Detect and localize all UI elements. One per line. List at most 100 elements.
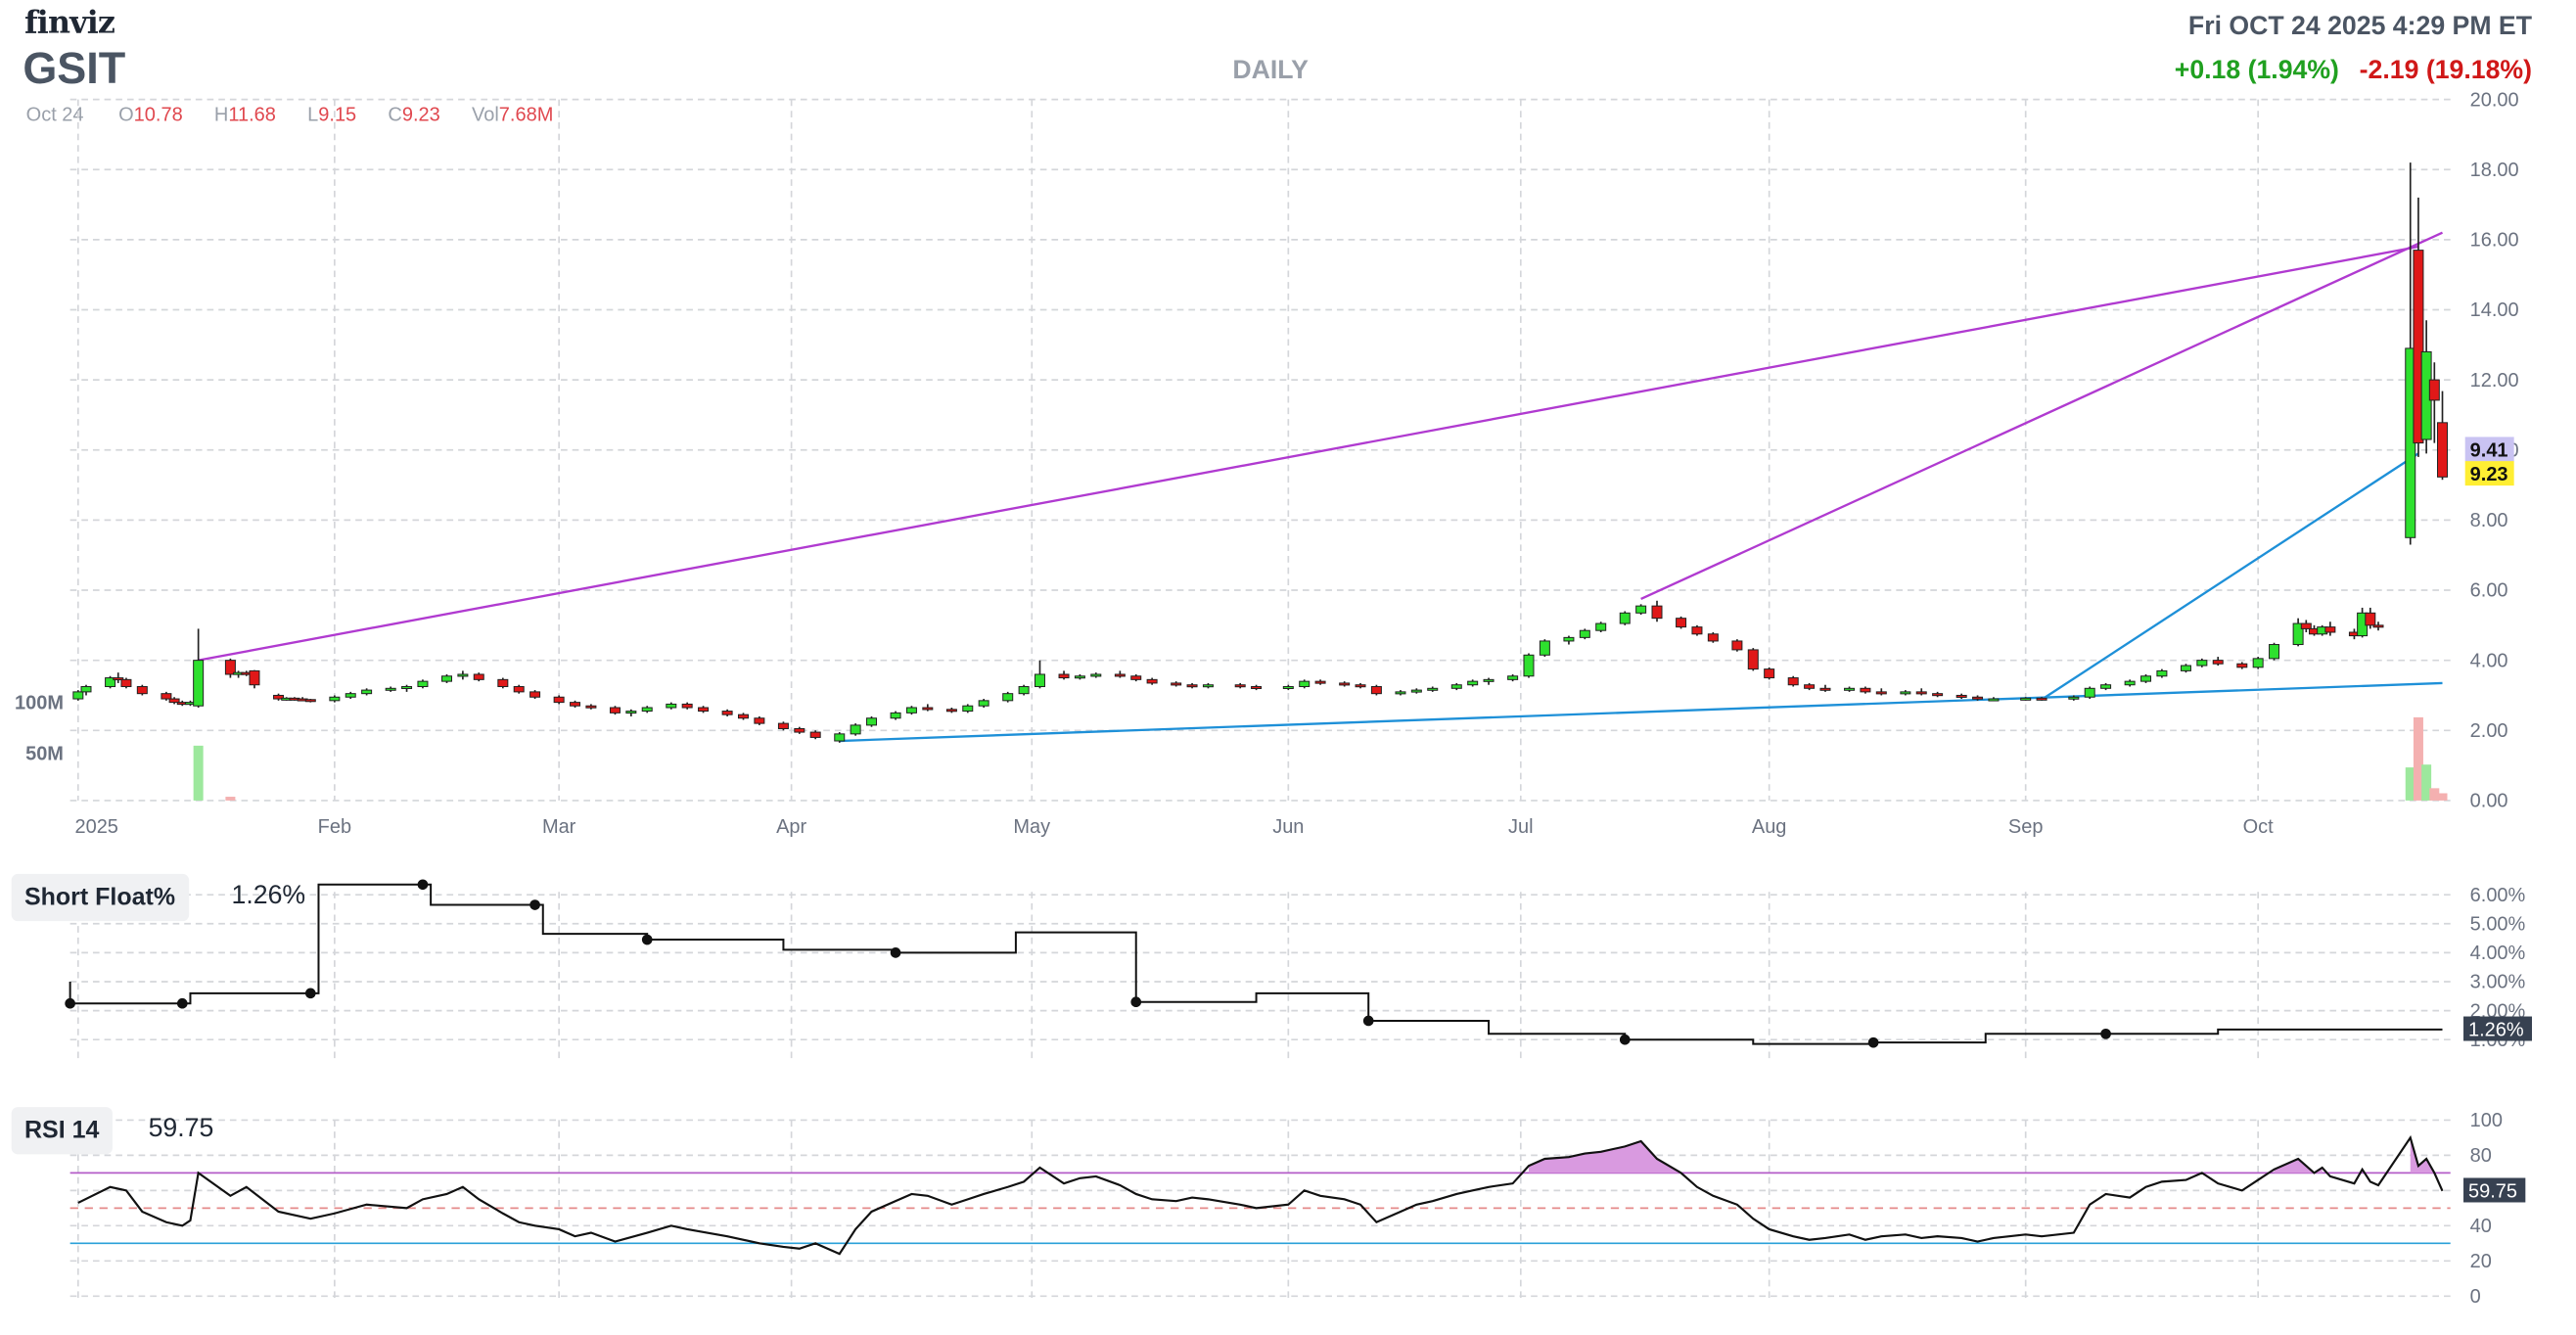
volume-label: Vol: [471, 102, 499, 126]
candle-body: [1595, 622, 1607, 631]
candle-body: [249, 669, 260, 686]
after-hours-change: +0.18 (1.94%): [2174, 57, 2339, 85]
short-float-tick-label: 3.00%: [2470, 972, 2526, 993]
short-float-tick-label: 5.00%: [2470, 913, 2526, 935]
short-float-point: [1130, 996, 1142, 1008]
candle-body: [1467, 680, 1479, 686]
volume-value: 7.68M: [498, 102, 554, 126]
candle-body: [1314, 680, 1326, 684]
candle-body: [473, 673, 484, 680]
price-label-text: 9.23: [2470, 464, 2508, 485]
candle-body: [113, 677, 124, 681]
x-tick-label: Jun: [1272, 816, 1304, 838]
candle-body: [1018, 686, 1030, 695]
candle-body: [441, 675, 452, 682]
short-float-tick-label: 6.00%: [2470, 885, 2526, 906]
short-float-point: [304, 988, 316, 999]
rsi-label[interactable]: RSI 14: [11, 1107, 113, 1155]
candle-body: [978, 700, 989, 707]
volume-bar: [2437, 793, 2448, 801]
candle-body: [1410, 689, 1422, 693]
candle-body: [1691, 626, 1703, 635]
candle-body: [721, 711, 733, 715]
candle-body: [570, 702, 581, 707]
candle-body: [777, 722, 789, 729]
price-label-text: 9.41: [2470, 439, 2508, 461]
x-axis-ticks: 2025 Feb Mar Apr May Jun Jul Aug Sep Oct: [74, 816, 2274, 838]
volume-bar: [2429, 788, 2440, 801]
candle-body: [1483, 678, 1495, 682]
candle-body: [2413, 250, 2424, 444]
volume-tick-label: 50M: [25, 743, 64, 764]
rsi-line: [77, 1134, 2444, 1256]
candle-body: [2100, 684, 2112, 689]
candle-body: [497, 678, 509, 688]
volume-bar: [193, 745, 204, 801]
candle-body: [1900, 691, 1911, 695]
price-tick-label: 14.00: [2470, 299, 2519, 321]
price-tick-label: 18.00: [2470, 160, 2519, 181]
finviz-logo[interactable]: finviz: [23, 4, 115, 41]
close-label: C: [388, 102, 402, 126]
candle-body: [922, 707, 934, 711]
candle-body: [2068, 696, 2080, 700]
quote-datetime: Fri OCT 24 2025 4:29 PM ET: [2187, 13, 2532, 41]
candle-body: [2269, 644, 2280, 660]
short-float-label[interactable]: Short Float%: [11, 873, 189, 922]
trendline: [198, 245, 2419, 662]
price-label-box: [2464, 461, 2514, 486]
high-label: H: [213, 102, 229, 126]
candle-body: [2084, 687, 2095, 698]
candle-body: [193, 660, 205, 707]
price-tick-label: 2.00: [2470, 720, 2508, 742]
volume-bar: [2405, 767, 2415, 801]
rsi-tick-label: 0: [2470, 1286, 2481, 1308]
rsi-last-label: 59.75: [2468, 1180, 2517, 1202]
candle-body: [2365, 612, 2376, 626]
candle-body: [1058, 673, 1070, 679]
open-value: 10.78: [133, 102, 183, 126]
volume-bars: [193, 716, 2448, 801]
candle-body: [2300, 622, 2312, 629]
candle-body: [1988, 698, 2000, 702]
low-label: L: [307, 102, 319, 126]
candle-body: [945, 709, 957, 713]
ohlc-readout: Oct 24 O10.78 H11.68 L9.15 C9.23 Vol7.68…: [26, 103, 579, 125]
candle-body: [2020, 697, 2032, 701]
rsi-series: 59.75: [69, 1134, 2526, 1256]
x-tick-label: Feb: [318, 816, 351, 838]
candle-body: [1427, 687, 1439, 691]
candle-body: [304, 699, 316, 703]
x-tick-label: Aug: [1752, 816, 1787, 838]
candle-body: [2428, 379, 2440, 401]
candle-body: [1860, 687, 1871, 693]
candle-body: [625, 711, 637, 714]
candle-body: [273, 694, 285, 700]
x-tick-label: 2025: [74, 816, 117, 838]
x-tick-label: Jul: [1508, 816, 1534, 838]
candle-body: [2156, 669, 2168, 677]
candle-body: [666, 703, 677, 709]
volume-tick-label: 100M: [15, 693, 64, 714]
candle-body: [866, 717, 878, 726]
open-label: O: [118, 102, 134, 126]
trendline: [2041, 452, 2419, 701]
candle-body: [2196, 660, 2208, 667]
candle-body: [1090, 673, 1102, 677]
candlesticks: [72, 162, 2449, 743]
candle-body: [1932, 693, 1944, 697]
candle-body: [1764, 668, 1775, 679]
candle-body: [1074, 675, 1085, 679]
x-tick-label: May: [1013, 816, 1050, 838]
short-float-last-box: [2463, 1016, 2532, 1041]
candle-body: [2292, 622, 2304, 646]
candle-body: [1002, 693, 1014, 702]
x-tick-label: Sep: [2008, 816, 2044, 838]
candle-body: [1747, 649, 1759, 670]
candle-body: [1676, 618, 1687, 628]
price-tick-label: 0.00: [2470, 791, 2508, 812]
candle-body: [1619, 612, 1631, 624]
rsi-tick-label: 80: [2470, 1145, 2492, 1167]
